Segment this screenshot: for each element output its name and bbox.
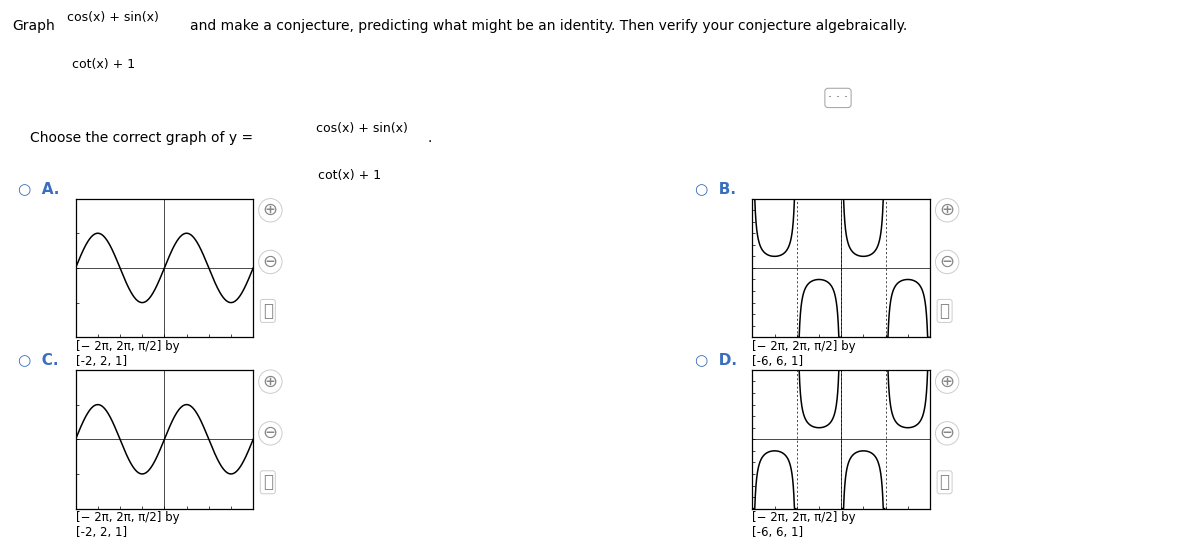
Text: ⊖: ⊖ [263, 253, 278, 271]
Text: ○  D.: ○ D. [695, 352, 737, 367]
Text: cot(x) + 1: cot(x) + 1 [72, 58, 136, 71]
Text: ⊕: ⊕ [940, 373, 955, 391]
Text: ○  A.: ○ A. [18, 181, 59, 196]
Text: ⊖: ⊖ [940, 253, 955, 271]
Text: [− 2π, 2π, π/2] by
[-2, 2, 1]: [− 2π, 2π, π/2] by [-2, 2, 1] [76, 511, 179, 539]
Text: ⊖: ⊖ [940, 424, 955, 442]
Text: ⧉: ⧉ [263, 473, 272, 491]
Text: ○  C.: ○ C. [18, 352, 59, 367]
Text: · · ·: · · · [828, 91, 848, 104]
Text: ⊖: ⊖ [263, 424, 278, 442]
Text: ⧉: ⧉ [263, 302, 272, 320]
Text: cos(x) + sin(x): cos(x) + sin(x) [67, 11, 160, 24]
Text: Choose the correct graph of y =: Choose the correct graph of y = [30, 131, 253, 145]
Text: [− 2π, 2π, π/2] by
[-2, 2, 1]: [− 2π, 2π, π/2] by [-2, 2, 1] [76, 340, 179, 368]
Text: cot(x) + 1: cot(x) + 1 [318, 169, 382, 182]
Text: [− 2π, 2π, π/2] by
[-6, 6, 1]: [− 2π, 2π, π/2] by [-6, 6, 1] [752, 340, 856, 368]
Text: ⧉: ⧉ [940, 302, 949, 320]
Text: Graph: Graph [12, 19, 55, 33]
Text: ○  B.: ○ B. [695, 181, 736, 196]
Text: ⊕: ⊕ [263, 373, 278, 391]
Text: cos(x) + sin(x): cos(x) + sin(x) [316, 122, 408, 135]
Text: .: . [427, 131, 432, 145]
Text: ⊕: ⊕ [940, 201, 955, 219]
Text: ⧉: ⧉ [940, 473, 949, 491]
Text: ⊕: ⊕ [263, 201, 278, 219]
Text: and make a conjecture, predicting what might be an identity. Then verify your co: and make a conjecture, predicting what m… [190, 19, 907, 33]
Text: [− 2π, 2π, π/2] by
[-6, 6, 1]: [− 2π, 2π, π/2] by [-6, 6, 1] [752, 511, 856, 539]
